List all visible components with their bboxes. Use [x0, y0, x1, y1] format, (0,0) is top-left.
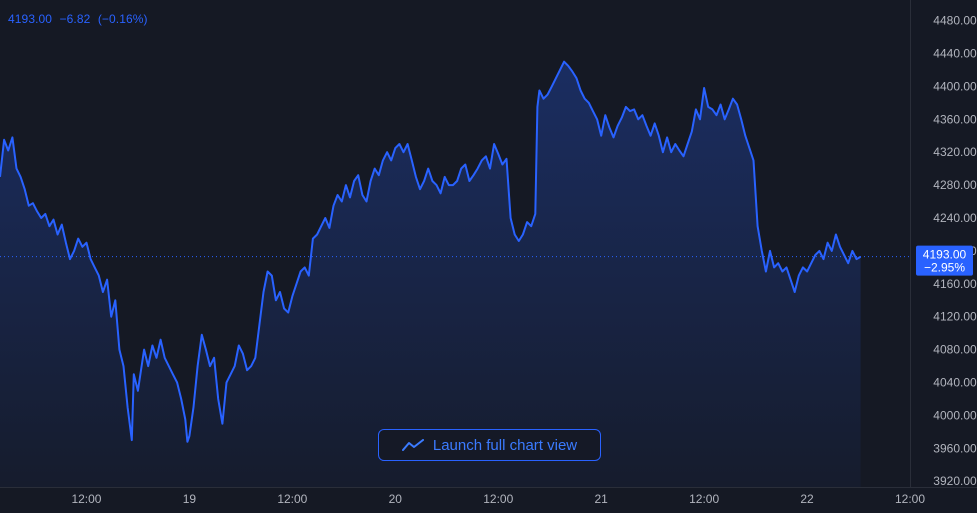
x-tick-label: 22: [800, 492, 814, 506]
current-price-tag-change: −2.95%: [924, 261, 965, 275]
current-price-tag-value: 4193.00: [923, 248, 967, 262]
launch-full-chart-label: Launch full chart view: [432, 436, 578, 454]
y-tick-label: 4360.00: [933, 112, 977, 126]
y-tick-label: 4040.00: [933, 376, 977, 390]
price-legend: 4193.00 −6.82 (−0.16%): [8, 12, 152, 26]
y-tick-label: 4280.00: [933, 178, 977, 192]
y-tick-label: 4000.00: [933, 408, 977, 422]
y-tick-label: 4080.00: [933, 343, 977, 357]
y-tick-label: 4120.00: [933, 310, 977, 324]
x-tick-label: 12:00: [895, 492, 925, 506]
current-price-tag: [916, 245, 973, 276]
price-area-fill: [0, 61, 861, 487]
y-tick-label: 4480.00: [933, 14, 977, 28]
legend-price: 4193.00: [8, 12, 53, 26]
y-tick-label: 3960.00: [933, 441, 977, 455]
y-tick-label: 4400.00: [933, 79, 977, 93]
x-tick-label: 21: [594, 492, 608, 506]
x-tick-label: 12:00: [483, 492, 513, 506]
y-tick-label: 4320.00: [933, 145, 977, 159]
y-tick-label: 4440.00: [933, 46, 977, 60]
x-tick-label: 12:00: [277, 492, 307, 506]
y-tick-label: 4240.00: [933, 211, 977, 225]
price-series-line: [0, 60, 862, 443]
x-tick-label: 19: [183, 492, 197, 506]
y-tick-label: 4160.00: [933, 277, 977, 291]
x-tick-label: 12:00: [71, 492, 101, 506]
trend-line-icon: [401, 439, 424, 451]
legend-change-pct: (−0.16%): [97, 12, 148, 26]
launch-full-chart-button[interactable]: Launch full chart view: [378, 429, 601, 461]
x-tick-label: 20: [389, 492, 403, 506]
legend-change: −6.82: [59, 12, 91, 26]
x-tick-label: 12:00: [689, 492, 719, 506]
y-tick-label: 3920.00: [933, 474, 977, 488]
